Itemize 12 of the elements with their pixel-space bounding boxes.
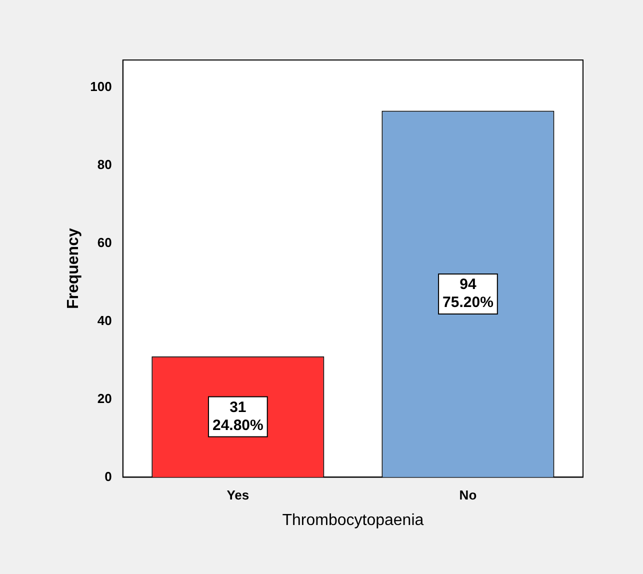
- x-axis-title: Thrombocytopaenia: [282, 512, 424, 529]
- y-tick-label: 0: [104, 468, 112, 484]
- y-tick-label: 20: [97, 390, 112, 406]
- y-tick-label: 60: [97, 234, 112, 250]
- y-tick-label: 80: [97, 156, 112, 172]
- y-tick-label: 40: [97, 312, 112, 328]
- y-axis-title: Frequency: [65, 228, 82, 310]
- y-tick-label: 100: [90, 78, 112, 94]
- x-tick-label: Yes: [226, 488, 250, 503]
- data-label: 94 75.20%: [442, 276, 494, 312]
- data-label: 31 24.80%: [212, 398, 264, 434]
- x-tick-label: No: [459, 488, 477, 503]
